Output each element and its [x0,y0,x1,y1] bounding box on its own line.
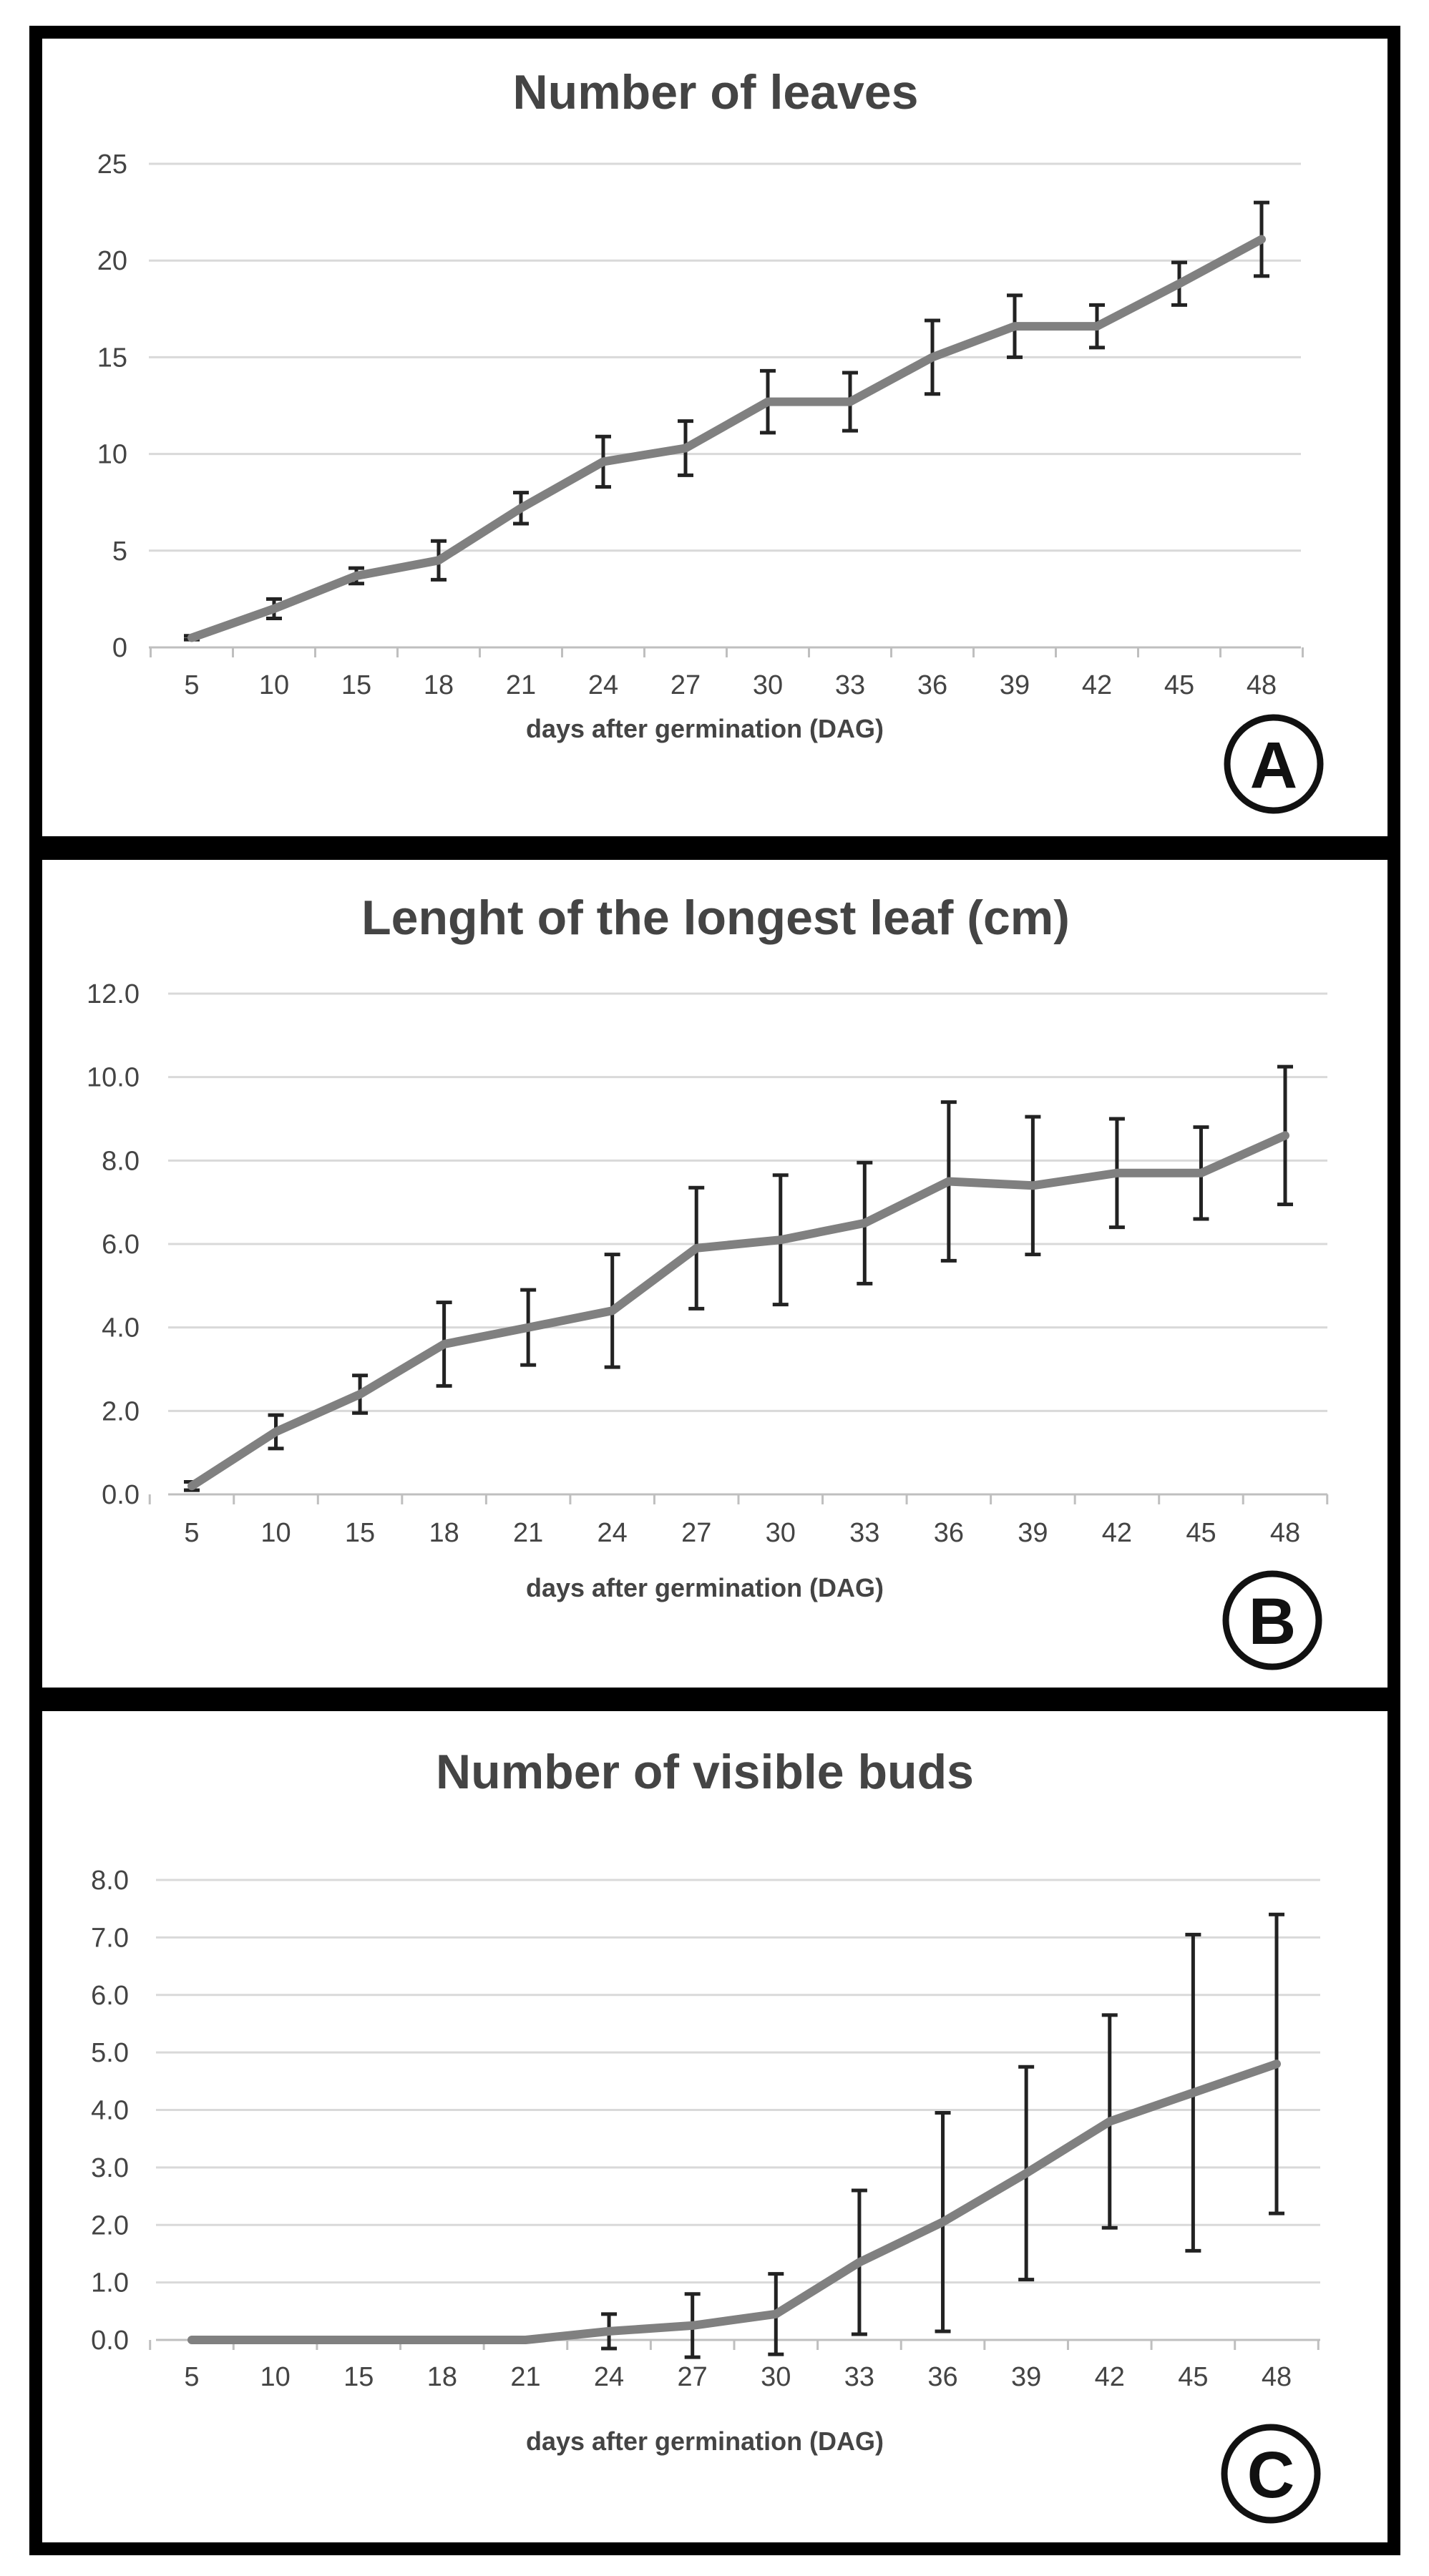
panel-b-y-tick-label: 12.0 [87,979,140,1009]
panel-b-x-tick-label: 39 [1018,1518,1048,1548]
panel-c: Number of visible buds 0.0 1.0 2.0 3.0 4.0 5.… [29,1698,1400,2555]
panel-b-gridlines [148,992,1329,1504]
panel-c-x-tick-label: 27 [678,2362,708,2392]
panel-a-badge-letter: A [1250,729,1297,802]
panel-a-y-tick-label: 10 [97,440,127,470]
panel-c-x-tick-label: 45 [1178,2362,1208,2392]
panel-a-x-tick-label: 39 [1000,670,1030,700]
panel-c-y-tick-label: 0.0 [91,2326,129,2356]
panel-b-y-tick-label: 6.0 [102,1230,140,1260]
panel-a-badge-circle [1224,714,1324,814]
panel-b-x-tick-label: 10 [260,1518,291,1548]
panel-c-badge-circle [1221,2424,1321,2524]
panel-b-x-tick-label: 33 [849,1518,879,1548]
panel-a-x-tick-labels: 5 10 15 18 21 24 27 30 33 36 39 42 45 48 [184,670,1277,700]
panel-b: Lenght of the longest leaf (cm) 0.0 2.0 4.… [29,847,1400,1700]
panel-c-badge-letter: C [1247,2439,1294,2512]
panel-a-x-tick-label: 15 [341,670,371,700]
panel-a-x-tick-label: 24 [588,670,618,700]
panel-a-x-tick-label: 5 [184,670,199,700]
panel-c-x-tick-label: 33 [844,2362,874,2392]
panel-c-x-tick-label: 5 [184,2362,199,2392]
panel-b-x-tick-label: 18 [429,1518,459,1548]
panel-b-x-tick-label: 15 [345,1518,375,1548]
panel-b-x-axis-label: days after germination (DAG) [526,1573,884,1602]
panel-a-x-tick-label: 21 [506,670,536,700]
panel-a-x-tick-label: 10 [259,670,289,700]
panel-a-series-line [187,235,1266,642]
panel-b-x-tick-label: 30 [766,1518,796,1548]
panel-c-y-tick-label: 5.0 [91,2038,129,2068]
panel-a-x-tick-label: 45 [1164,670,1194,700]
panel-c-x-tick-label: 24 [594,2362,624,2392]
panel-c-series-line [187,2060,1281,2344]
panel-c-x-tick-label: 48 [1262,2362,1292,2392]
panel-c-x-tick-label: 36 [927,2362,957,2392]
panel-a-y-tick-label: 0 [112,633,127,663]
panel-c-y-tick-label: 6.0 [91,1981,129,2011]
panel-c-x-tick-label: 15 [343,2362,374,2392]
panel-a-frame [29,26,1400,849]
panel-b-title: Lenght of the longest leaf (cm) [361,891,1070,945]
panel-b-x-tick-label: 42 [1102,1518,1132,1548]
panel-a-y-tick-label: 15 [97,343,127,373]
panel-a-x-tick-label: 48 [1247,670,1277,700]
panel-c-x-tick-labels: 5 10 15 18 21 24 27 30 33 36 39 42 45 48 [184,2362,1292,2392]
panel-a-y-tick-label: 25 [97,150,127,180]
panel-b-series-line [187,1131,1289,1491]
panel-a: Number of leaves 0 5 10 15 20 25 5 10 15 18 21 24 2… [29,26,1400,849]
panel-c-y-tick-label: 1.0 [91,2268,129,2298]
panel-b-x-tick-label: 21 [513,1518,543,1548]
panel-c-y-tick-label: 7.0 [91,1923,129,1953]
panel-a-x-tick-label: 27 [670,670,701,700]
panel-c-x-axis-label: days after germination (DAG) [526,2426,884,2456]
panel-c-title: Number of visible buds [436,1745,974,1799]
panel-a-y-tick-labels: 0 5 10 15 20 25 [97,150,127,663]
panel-b-x-tick-label: 24 [598,1518,628,1548]
panel-c-x-tick-label: 39 [1011,2362,1041,2392]
panel-a-badge: A [1224,714,1324,814]
panel-b-badge-circle [1222,1570,1322,1670]
panel-a-y-tick-label: 5 [112,537,127,567]
panel-c-x-tick-label: 18 [427,2362,457,2392]
panel-a-x-tick-label: 18 [424,670,454,700]
panel-c-y-tick-label: 3.0 [91,2153,129,2183]
panel-b-badge-letter: B [1249,1585,1296,1658]
panel-b-x-tick-labels: 5 10 15 18 21 24 27 30 33 36 39 42 45 48 [184,1518,1300,1548]
panel-b-y-tick-label: 2.0 [102,1396,140,1426]
panel-a-x-tick-label: 36 [917,670,947,700]
panel-c-x-tick-label: 21 [510,2362,540,2392]
panel-b-y-tick-label: 10.0 [87,1063,140,1093]
panel-b-x-tick-label: 27 [681,1518,711,1548]
panel-b-x-tick-label: 48 [1270,1518,1300,1548]
panel-c-frame [29,1698,1400,2555]
panel-b-x-tick-label: 36 [934,1518,964,1548]
panel-b-x-tick-label: 5 [184,1518,199,1548]
panel-c-x-tick-label: 42 [1095,2362,1125,2392]
panel-c-y-tick-labels: 0.0 1.0 2.0 3.0 4.0 5.0 6.0 7.0 8.0 [91,1866,129,2356]
panel-c-y-tick-label: 4.0 [91,2096,129,2126]
panel-a-title: Number of leaves [513,65,919,119]
panel-b-y-tick-label: 0.0 [102,1480,140,1510]
panel-c-badge: C [1221,2424,1321,2524]
panel-a-y-tick-label: 20 [97,246,127,276]
panel-b-x-tick-label: 45 [1186,1518,1216,1548]
panel-a-gridlines [149,162,1304,657]
panel-c-x-tick-label: 30 [761,2362,791,2392]
panel-c-x-tick-label: 10 [260,2362,290,2392]
panel-b-badge: B [1222,1570,1322,1670]
panel-b-y-tick-label: 4.0 [102,1313,140,1343]
panel-b-y-tick-label: 8.0 [102,1146,140,1176]
panel-b-frame [29,847,1400,1700]
panel-c-y-tick-label: 2.0 [91,2210,129,2240]
panel-b-y-tick-labels: 0.0 2.0 4.0 6.0 8.0 10.0 12.0 [87,979,140,1510]
panel-a-x-tick-label: 33 [835,670,865,700]
panel-a-x-axis-label: days after germination (DAG) [526,714,884,743]
panel-c-y-tick-label: 8.0 [91,1866,129,1896]
panel-a-x-tick-label: 42 [1082,670,1112,700]
panel-a-x-tick-label: 30 [753,670,783,700]
